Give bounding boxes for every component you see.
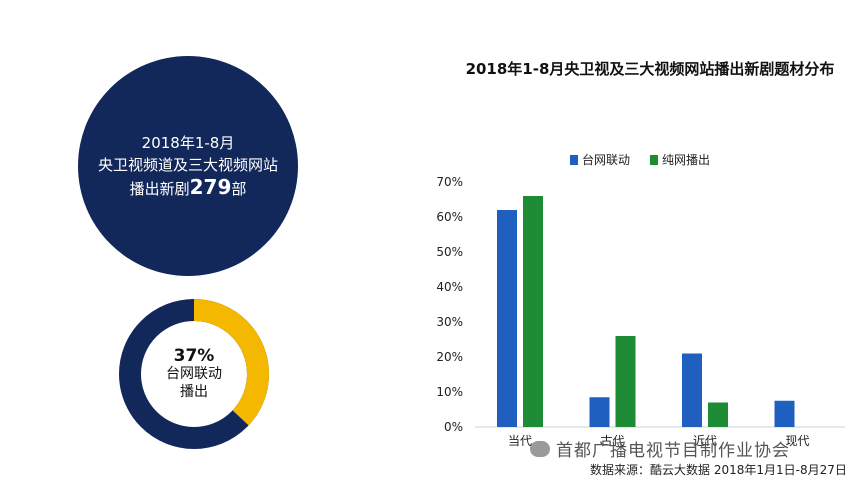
bar-3-0 [774,400,795,427]
legend-label-0: 台网联动 [582,152,630,167]
donut-percent: 37% [173,346,215,366]
summary-line-period: 2018年1-8月 [141,134,235,152]
summary-line-count: 播出新剧279部 [130,176,247,200]
bar-2-1 [708,402,728,427]
y-tick-label: 10% [436,385,463,399]
bar-0-0 [497,210,517,427]
donut-svg [119,299,269,449]
summary-count-prefix: 播出新剧 [129,180,190,198]
x-tick-label: 古代 [600,433,624,448]
bar-chart: 台网联动 纯网播出 0% 10% 20% 30% 40% 50% 60% 70% 当代 古代 近代 现代 [436,152,845,448]
wechat-icon [530,440,550,457]
y-tick-label: 0% [444,420,463,434]
donut-segment-tv-web [119,299,269,449]
chart-title: 2018年1-8月央卫视及三大视频网站播出新剧题材分布 [465,60,835,78]
bar-2-0 [682,353,702,427]
summary-circle: 2018年1-8月 央卫视频道及三大视频网站 播出新剧279部 [78,56,298,276]
x-tick-label: 当代 [508,434,532,448]
y-tick-label: 50% [436,245,463,259]
x-tick-label: 近代 [693,434,717,448]
summary-count-suffix: 部 [231,180,247,198]
donut-label-line1: 台网联动 [166,366,222,382]
watermark-text: 首都广播电视节目制作业协会 [556,441,790,461]
donut-chart: 37% 台网联动 播出 [118,298,270,450]
donut-label: 37% 台网联动 播出 [118,298,270,450]
summary-count-value: 279 [189,175,232,199]
data-source: 数据来源：酷云大数据 2018年1月1日-8月27日 [590,463,847,477]
legend-swatch-0 [570,155,578,165]
legend-swatch-1 [650,155,658,165]
bar-0-1 [523,196,543,427]
legend-label-1: 纯网播出 [662,153,710,167]
watermark: 首都广播电视节目制作业协会 [530,436,790,461]
summary-line-channels: 央卫视频道及三大视频网站 [97,156,278,174]
y-tick-label: 20% [436,350,463,364]
y-tick-label: 40% [436,280,463,294]
y-tick-label: 60% [436,210,463,224]
bar-1-0 [589,397,610,427]
bar-1-1 [615,336,636,427]
donut-label-line2: 播出 [180,384,208,400]
x-tick-label: 现代 [785,434,809,448]
y-tick-label: 30% [436,315,463,329]
y-tick-label: 70% [436,175,463,189]
